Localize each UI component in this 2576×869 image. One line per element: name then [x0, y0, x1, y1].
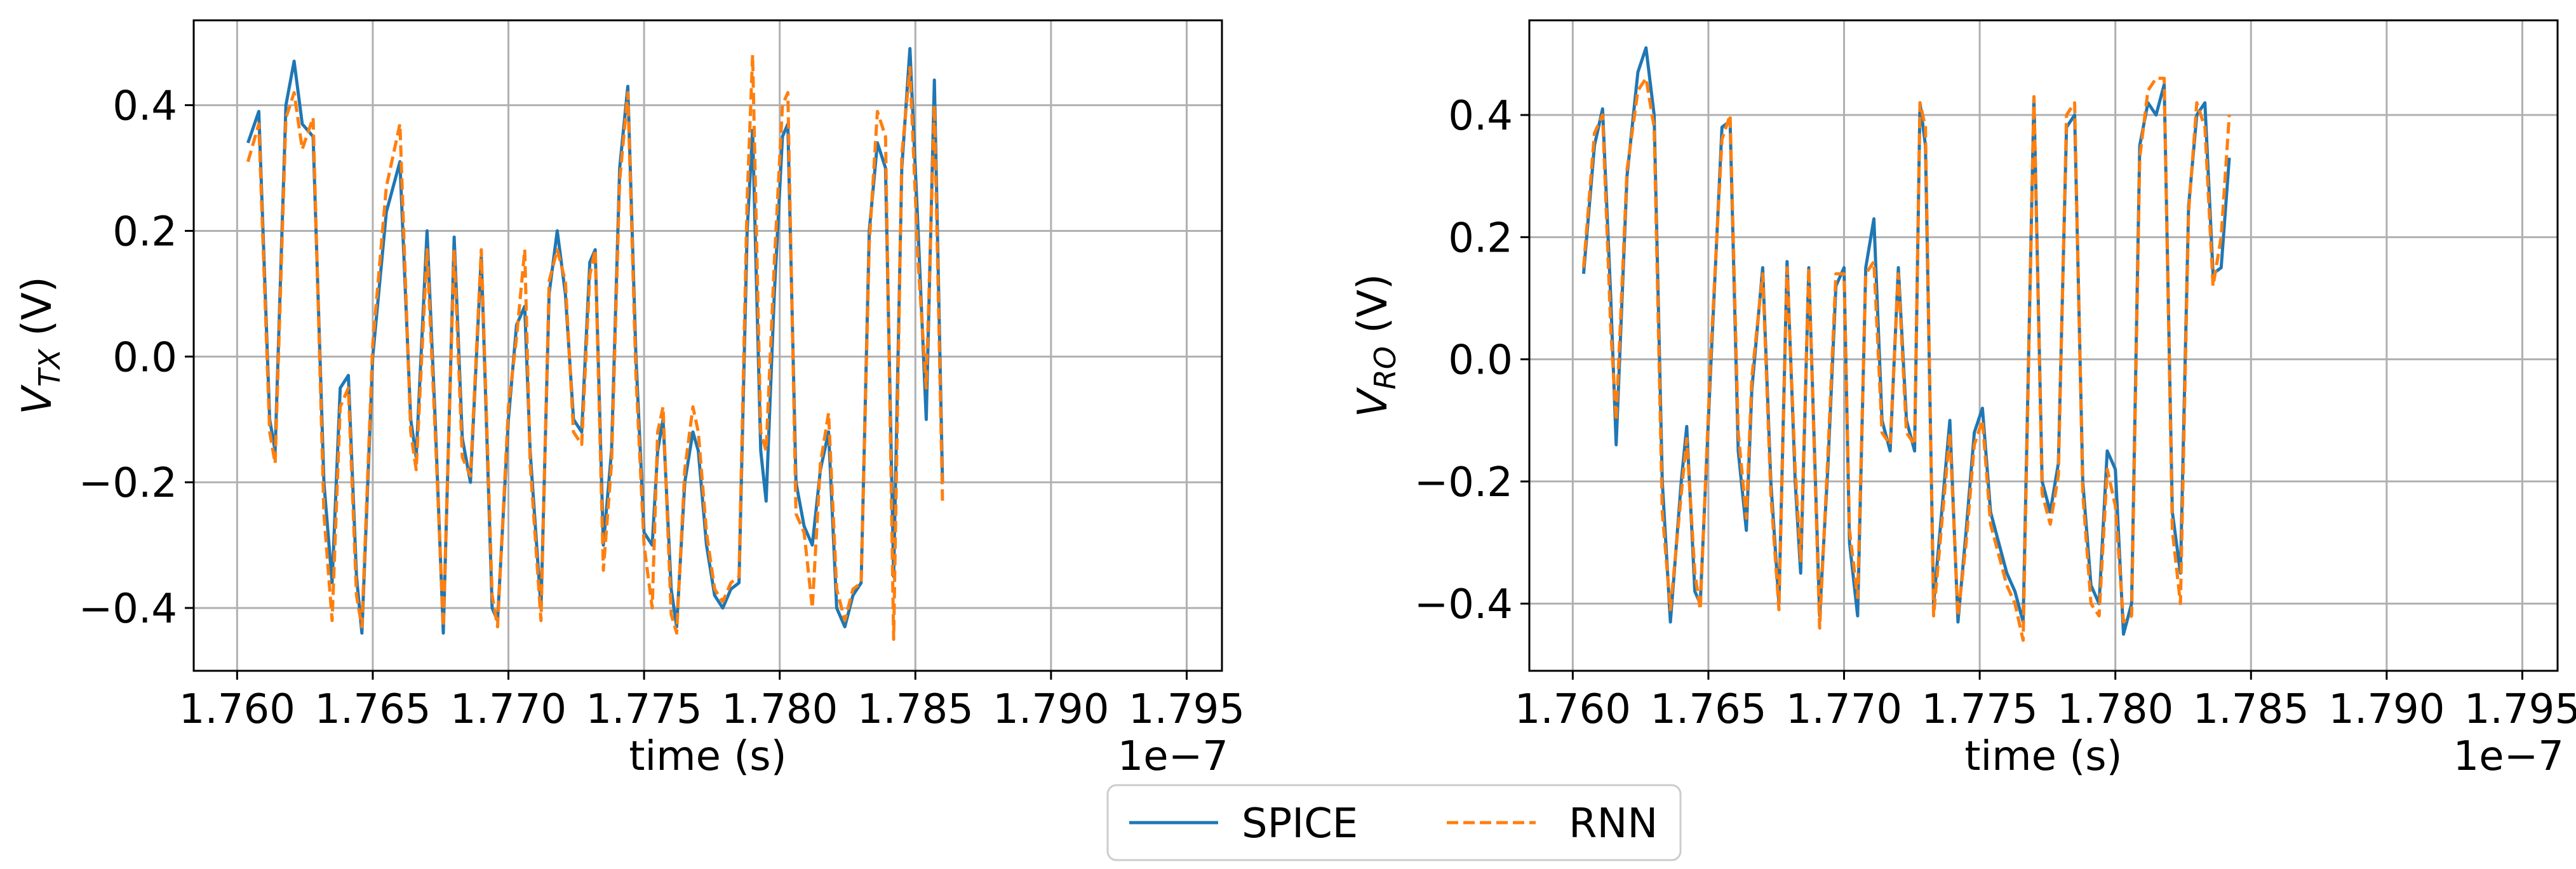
- axis-ticks: 1.760 1.765 1.770 1.775 1.780 1.785 1.790 1.795…: [79, 83, 1245, 733]
- grid-lines: [194, 20, 1222, 671]
- legend: SPICE RNN: [1106, 784, 1682, 861]
- x-tick-label: 1.770: [450, 686, 567, 733]
- series-line-rnn: [1581, 76, 2231, 642]
- x-tick-label: 1.780: [721, 686, 838, 733]
- x-tick-label: 1.765: [314, 686, 431, 733]
- series-lines: [246, 47, 944, 641]
- x-tick-label: 1.775: [1922, 686, 2038, 733]
- legend-box: [1106, 784, 1682, 861]
- x-axis-offset-text: 1e−7: [1118, 733, 1228, 780]
- y-tick-label: 0.4: [1448, 93, 1513, 140]
- y-tick-label: 0.4: [112, 83, 177, 130]
- x-tick-label: 1.760: [179, 686, 295, 733]
- x-axis-label: time (s): [1964, 733, 2122, 780]
- y-label-main: V: [1350, 387, 1397, 417]
- x-tick-label: 1.795: [1129, 686, 1245, 733]
- x-tick-label: 1.760: [1515, 686, 1631, 733]
- y-tick-label: 0.0: [112, 334, 177, 381]
- x-tick-label: 1.790: [2328, 686, 2445, 733]
- series-lines: [1581, 46, 2231, 642]
- y-tick-label: −0.4: [1414, 581, 1513, 628]
- x-tick-label: 1.780: [2057, 686, 2173, 733]
- y-axis-label: VRO (V): [1350, 274, 1402, 417]
- x-tick-label: 1.775: [586, 686, 702, 733]
- subplot-vtx: 1.760 1.765 1.770 1.775 1.780 1.785 1.790 1.795…: [14, 19, 1245, 780]
- axes-frame: [192, 19, 1223, 672]
- y-tick-label: 0.0: [1448, 337, 1513, 384]
- y-label-main: V: [14, 384, 61, 415]
- x-tick-label: 1.765: [1650, 686, 1766, 733]
- y-tick-label: −0.2: [1414, 459, 1513, 506]
- legend-label-rnn: RNN: [1569, 800, 1658, 847]
- y-tick-label: −0.2: [79, 460, 177, 507]
- x-tick-label: 1.790: [993, 686, 1109, 733]
- y-tick-label: 0.2: [1448, 215, 1513, 262]
- y-label-subscript: TX: [32, 348, 67, 387]
- series-line-rnn: [246, 53, 944, 641]
- y-label-unit: (V): [14, 276, 61, 349]
- y-axis-label: VTX (V): [14, 276, 67, 414]
- y-tick-label: −0.4: [79, 586, 177, 633]
- x-tick-label: 1.785: [2193, 686, 2309, 733]
- x-tick-label: 1.770: [1786, 686, 1902, 733]
- y-label-unit: (V): [1350, 274, 1397, 346]
- y-tick-label: 0.2: [112, 208, 177, 255]
- axes-frame: [1528, 19, 2559, 672]
- axis-ticks: 1.760 1.765 1.770 1.775 1.780 1.785 1.790 1.795…: [1414, 93, 2576, 733]
- x-tick-label: 1.795: [2464, 686, 2576, 733]
- x-axis-offset-text: 1e−7: [2453, 733, 2564, 780]
- x-axis-label: time (s): [629, 733, 786, 780]
- subplot-vro: 1.760 1.765 1.770 1.775 1.780 1.785 1.790 1.795…: [1350, 19, 2576, 780]
- legend-label-spice: SPICE: [1242, 800, 1358, 847]
- y-label-subscript: RO: [1368, 346, 1402, 389]
- x-tick-label: 1.785: [857, 686, 974, 733]
